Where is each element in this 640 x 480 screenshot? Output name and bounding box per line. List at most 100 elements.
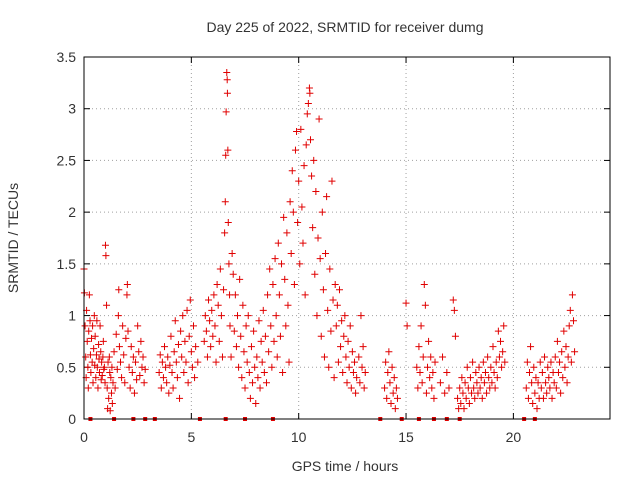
data-point: [457, 399, 465, 407]
data-point: [329, 296, 337, 304]
data-point: [458, 374, 466, 382]
data-point: [543, 389, 551, 397]
data-point: [256, 384, 264, 392]
x-axis-label: GPS time / hours: [292, 458, 399, 474]
data-point: [174, 341, 182, 349]
data-point: [561, 363, 569, 371]
data-point: [470, 384, 478, 392]
data-point: [172, 358, 180, 366]
data-point: [359, 343, 367, 351]
data-point: [556, 358, 564, 366]
data-point: [271, 255, 279, 263]
data-point: [240, 348, 248, 356]
data-point: [311, 270, 319, 278]
y-tick-label: 0: [68, 411, 76, 427]
data-point: [312, 187, 320, 195]
data-point: [550, 379, 558, 387]
y-tick-label: 0.5: [57, 359, 77, 375]
data-point: [417, 322, 425, 330]
data-point: [223, 76, 231, 84]
data-point: [133, 376, 141, 384]
data-point: [236, 275, 244, 283]
data-point: [349, 368, 357, 376]
data-point: [253, 353, 261, 361]
data-point: [489, 343, 497, 351]
data-point: [115, 343, 123, 351]
data-point: [353, 374, 361, 382]
data-point: [338, 317, 346, 325]
data-point: [466, 374, 474, 382]
data-point: [463, 363, 471, 371]
data-point: [419, 353, 427, 361]
data-point: [498, 363, 506, 371]
data-point: [295, 177, 303, 185]
data-point: [101, 241, 109, 249]
data-point: [439, 353, 447, 361]
data-point: [547, 358, 555, 366]
data-point: [539, 394, 547, 402]
data-point: [114, 312, 122, 320]
data-point: [420, 281, 428, 289]
data-point: [415, 343, 423, 351]
data-point: [462, 394, 470, 402]
data-point: [337, 343, 345, 351]
data-point: [97, 376, 105, 384]
data-point: [483, 389, 491, 397]
data-point: [98, 372, 106, 380]
data-point: [357, 312, 365, 320]
data-point: [484, 353, 492, 361]
data-point: [96, 322, 104, 330]
data-point: [209, 332, 217, 340]
data-point: [384, 368, 392, 376]
data-point: [388, 363, 396, 371]
data-point: [465, 399, 473, 407]
data-point: [205, 296, 213, 304]
data-point: [99, 337, 107, 345]
data-point: [495, 353, 503, 361]
data-point: [278, 260, 286, 268]
data-point: [303, 110, 311, 118]
data-point: [330, 374, 338, 382]
data-point: [103, 384, 111, 392]
data-point: [320, 353, 328, 361]
chart-title: Day 225 of 2022, SRMTID for receiver dum…: [206, 19, 483, 35]
data-point: [480, 379, 488, 387]
data-point: [178, 353, 186, 361]
data-point: [128, 368, 136, 376]
data-point: [306, 89, 314, 97]
data-point: [488, 379, 496, 387]
data-point: [530, 363, 538, 371]
x-tick-label: 0: [80, 429, 88, 445]
data-point: [542, 379, 550, 387]
y-tick-label: 2.5: [57, 152, 77, 168]
data-point: [255, 317, 263, 325]
data-point: [218, 353, 226, 361]
data-point: [352, 389, 360, 397]
data-point: [288, 167, 296, 175]
data-point: [230, 327, 238, 335]
data-point: [383, 394, 391, 402]
data-point: [430, 394, 438, 402]
data-point: [472, 368, 480, 376]
data-point: [403, 322, 411, 330]
data-point: [355, 353, 363, 361]
data-point: [250, 327, 258, 335]
data-point: [176, 394, 184, 402]
data-point: [474, 389, 482, 397]
data-point: [564, 353, 572, 361]
data-point: [326, 265, 334, 273]
x-tick-label: 10: [291, 429, 307, 445]
data-point: [222, 108, 230, 116]
data-point: [242, 322, 250, 330]
data-point: [184, 379, 192, 387]
data-point: [159, 374, 167, 382]
data-point: [541, 353, 549, 361]
data-point: [245, 368, 253, 376]
data-point: [491, 384, 499, 392]
data-point: [332, 322, 340, 330]
data-point: [207, 343, 215, 351]
data-point: [105, 353, 113, 361]
data-point: [544, 363, 552, 371]
data-point: [83, 337, 91, 345]
data-point: [285, 358, 293, 366]
